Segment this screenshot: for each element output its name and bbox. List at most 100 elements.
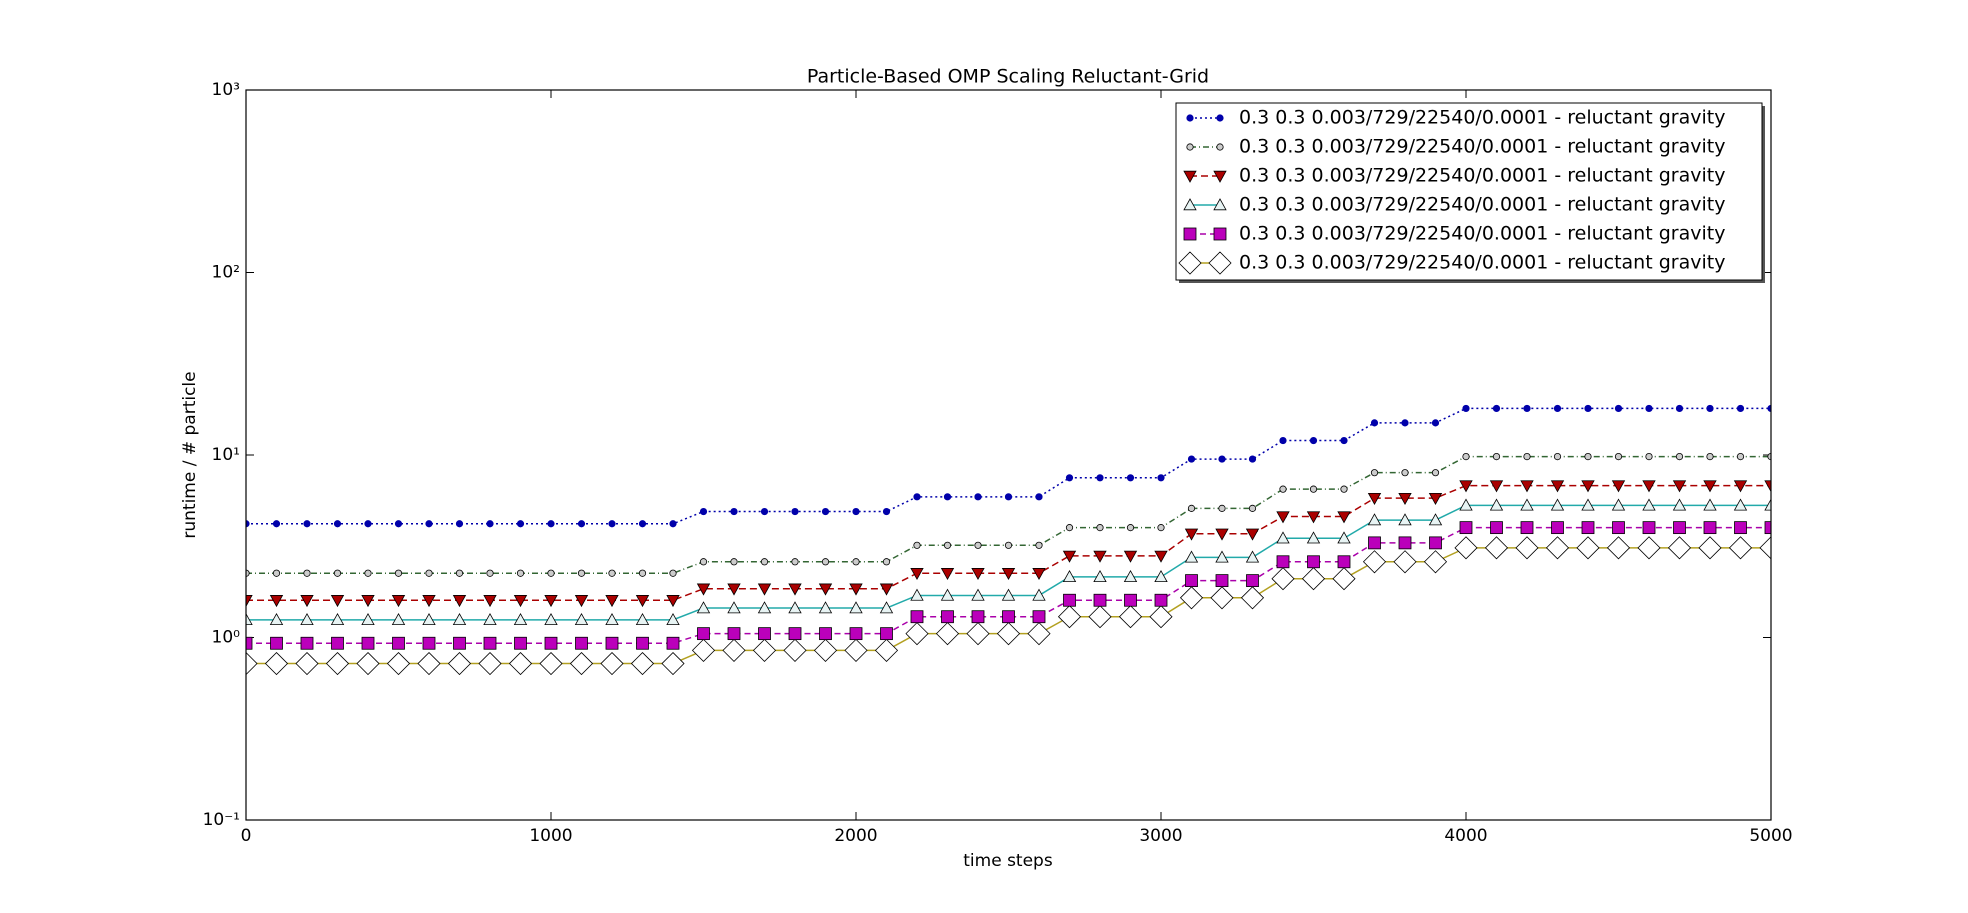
marker xyxy=(1216,114,1224,122)
marker xyxy=(483,612,497,626)
marker xyxy=(758,627,771,641)
marker xyxy=(1183,198,1197,211)
marker xyxy=(669,569,677,577)
marker xyxy=(788,627,802,641)
marker xyxy=(879,583,894,596)
marker xyxy=(1490,521,1503,535)
marker xyxy=(691,638,716,662)
marker xyxy=(1398,536,1412,550)
y-tick-label: 10² xyxy=(212,263,240,283)
marker xyxy=(974,493,982,501)
marker xyxy=(1309,436,1318,445)
marker xyxy=(874,638,899,662)
marker xyxy=(1428,513,1443,526)
marker xyxy=(1004,541,1013,549)
marker xyxy=(447,651,472,676)
marker xyxy=(1581,480,1595,493)
marker xyxy=(1459,521,1473,535)
marker xyxy=(1063,593,1076,607)
marker xyxy=(788,601,802,614)
marker xyxy=(1576,536,1600,560)
x-tick-label: 0 xyxy=(241,826,252,846)
marker xyxy=(608,569,616,577)
marker xyxy=(1154,570,1168,583)
marker xyxy=(264,651,289,676)
marker xyxy=(1213,227,1227,241)
marker xyxy=(727,627,741,641)
marker xyxy=(1154,550,1168,563)
marker xyxy=(1698,536,1722,560)
marker xyxy=(1462,453,1470,461)
marker xyxy=(452,612,467,626)
marker xyxy=(760,558,769,566)
marker xyxy=(1759,536,1771,560)
marker xyxy=(303,520,311,528)
marker xyxy=(422,612,436,626)
marker xyxy=(1367,513,1382,526)
marker xyxy=(391,595,406,608)
marker xyxy=(996,622,1021,646)
marker xyxy=(1035,493,1043,501)
marker xyxy=(849,627,863,641)
marker xyxy=(630,651,655,676)
marker xyxy=(1614,453,1623,461)
marker xyxy=(1309,485,1318,493)
series xyxy=(246,521,1771,650)
marker xyxy=(783,638,807,662)
y-axis-label: runtime / # particle xyxy=(180,371,200,538)
marker xyxy=(295,651,319,676)
marker xyxy=(1279,436,1287,445)
y-tick-label: 10¹ xyxy=(212,445,240,465)
marker xyxy=(1733,480,1748,493)
marker xyxy=(364,520,372,528)
marker xyxy=(1215,528,1229,541)
marker xyxy=(791,558,799,566)
marker xyxy=(879,601,894,614)
marker xyxy=(361,636,375,650)
series-line xyxy=(246,526,1771,645)
marker xyxy=(669,520,677,528)
marker xyxy=(246,636,253,650)
marker xyxy=(727,583,741,596)
marker xyxy=(1550,480,1565,493)
marker xyxy=(577,520,586,528)
marker xyxy=(760,507,769,516)
legend-label: 0.3 0.3 0.003/729/22540/0.0001 - relucta… xyxy=(1239,223,1725,245)
marker xyxy=(394,520,403,528)
marker xyxy=(1398,513,1412,526)
marker xyxy=(1248,455,1257,463)
marker xyxy=(666,595,680,608)
marker xyxy=(513,612,528,626)
marker xyxy=(577,569,586,577)
marker xyxy=(935,622,960,646)
marker xyxy=(1612,521,1625,535)
marker xyxy=(1764,480,1771,493)
marker xyxy=(1767,404,1771,413)
marker xyxy=(1123,570,1138,583)
marker xyxy=(455,520,464,528)
marker xyxy=(818,583,833,596)
marker xyxy=(1642,521,1656,535)
legend-label: 0.3 0.3 0.003/729/22540/0.0001 - relucta… xyxy=(1239,252,1725,274)
marker xyxy=(1340,485,1348,493)
marker xyxy=(1062,550,1077,563)
marker xyxy=(544,612,558,626)
marker xyxy=(333,520,342,528)
legend-label: 0.3 0.3 0.003/729/22540/0.0001 - relucta… xyxy=(1239,194,1725,216)
marker xyxy=(821,507,830,516)
marker xyxy=(574,595,589,608)
marker xyxy=(574,612,589,626)
marker xyxy=(1545,536,1570,560)
marker xyxy=(1062,570,1077,583)
marker xyxy=(1553,453,1562,461)
marker xyxy=(1004,493,1013,501)
marker xyxy=(1645,453,1653,461)
marker xyxy=(394,569,403,577)
marker xyxy=(1459,498,1473,511)
marker xyxy=(330,612,345,626)
marker xyxy=(1032,610,1046,624)
marker xyxy=(513,595,528,608)
marker xyxy=(361,612,375,626)
marker xyxy=(569,651,594,676)
